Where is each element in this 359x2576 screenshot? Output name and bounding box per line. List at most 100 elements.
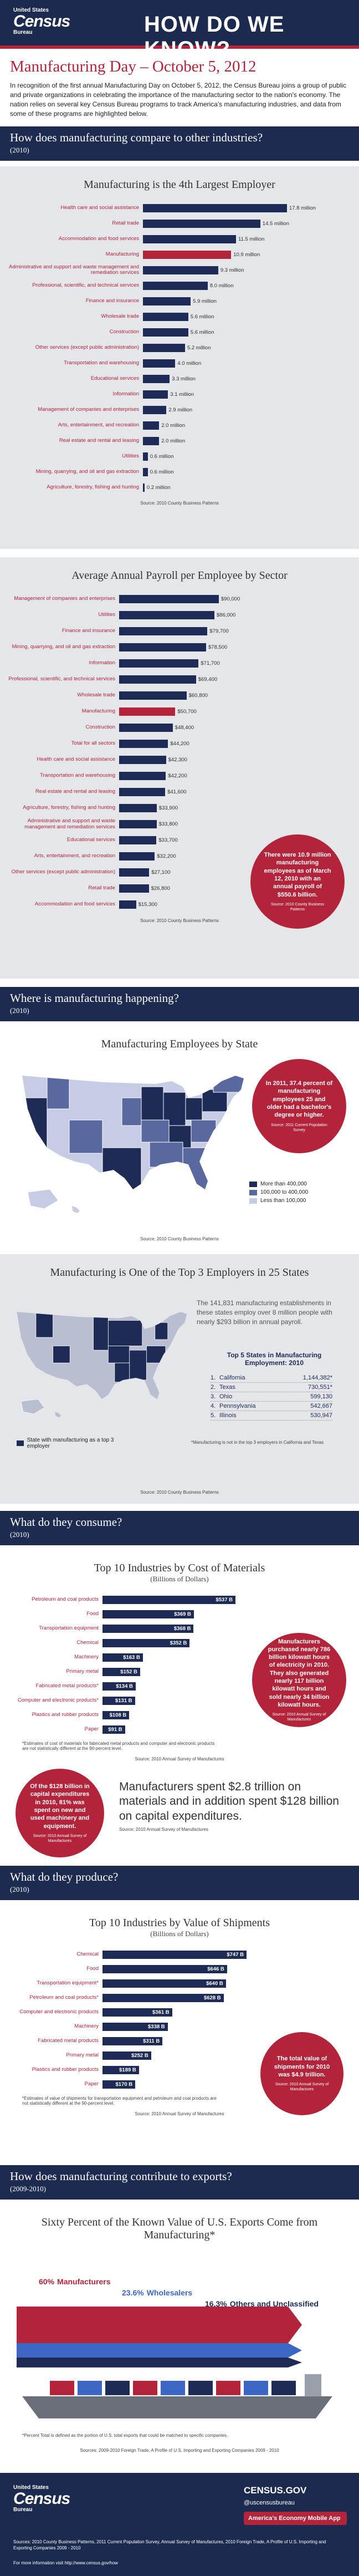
source: Source: 2010 County Business Patterns	[140, 1490, 219, 1495]
chart: Manufacturing is the 4th Largest Employe…	[0, 166, 359, 549]
value-label: 3.1 million	[170, 391, 194, 398]
bar	[143, 250, 232, 259]
bar-row: Agriculture, forestry, fishing and hunti…	[0, 480, 359, 495]
category-label: Construction	[85, 724, 115, 731]
container	[161, 2380, 185, 2395]
bar-row: Manufacturing 10.9 million	[0, 247, 359, 262]
state-value: 1,144,382*	[302, 1374, 332, 1381]
bar	[143, 297, 191, 306]
bar-row: Mining, quarrying, and oil and gas extra…	[0, 464, 359, 480]
callout: Manufacturers purchased nearly 786 billi…	[252, 1633, 346, 1727]
value-label: $646 B	[207, 1966, 224, 1972]
bar-row: Arts, entertainment, and recreation $32,2…	[0, 848, 359, 864]
bar-row: Professional, scientific, and technical …	[0, 278, 359, 293]
website[interactable]: CENSUS.GOV	[244, 2485, 307, 2496]
bar-row: Real estate and rental and leasing $41,60…	[0, 784, 359, 800]
bar: $134 B	[102, 1682, 136, 1691]
bar-row: Information 3.1 million	[0, 386, 359, 402]
state-value: 542,667	[310, 1403, 332, 1409]
category-label: Transportation equipment*	[37, 1979, 99, 1986]
ship-bridge	[305, 2374, 321, 2396]
bar-row: Health care and social assistance 17.8 mi…	[0, 200, 359, 216]
rank: 3.	[211, 1393, 216, 1400]
value-label: $26,800	[151, 885, 170, 892]
bar: $628 B	[102, 1993, 224, 2002]
category-label: Other services (except public administra…	[11, 869, 115, 875]
bar-row: Retail trade $26,800	[0, 880, 359, 897]
bar-row: Total for all sectors $44,200	[0, 736, 359, 752]
category-label: Fabricated metal products*	[35, 1682, 99, 1689]
category-label: Arts, entertainment, and recreation	[34, 853, 115, 859]
value-label: $352 B	[170, 1640, 187, 1646]
footer-link[interactable]: For more information visit http://www.ce…	[13, 2560, 118, 2565]
map	[17, 1312, 187, 1418]
table-row: 4. Pennsylvania 542,667	[211, 1402, 332, 1411]
bar-row: Petroleum and coal products $537 B	[0, 1592, 359, 1607]
value-label: $32,200	[157, 853, 176, 859]
footnote: *Manufacturing is not in the top 3 emplo…	[191, 1440, 324, 1445]
legend-item: Less than 100,000	[249, 1198, 308, 1204]
value-label: 17.8 million	[289, 205, 316, 211]
category-label: Computer and electronic products*	[17, 1697, 99, 1703]
section-period: (2010)	[10, 1530, 29, 1539]
social-handle[interactable]: @uscensusbureau	[244, 2499, 295, 2506]
header-title: HOW DO WE KNOW?	[144, 12, 285, 62]
bar: $352 B	[102, 1638, 190, 1647]
states	[17, 1312, 187, 1399]
legend-label: More than 400,000	[260, 1181, 307, 1187]
footer: United States Census Bureau CENSUS.GOV @…	[0, 2473, 359, 2576]
chart: Manufacturing is One of the Top 3 Employ…	[0, 1254, 359, 1504]
value-label: 60%	[39, 2277, 55, 2286]
bar	[119, 772, 166, 780]
bar-row: Mining, quarrying, and oil and gas extra…	[0, 639, 359, 655]
bar	[143, 421, 160, 430]
bar-row: Transportation and warehousing 4.0 millio…	[0, 355, 359, 371]
bar-row: Manufacturing $50,700	[0, 704, 359, 720]
bar	[119, 868, 150, 877]
bar-row: Administrative and support and waste man…	[0, 262, 359, 278]
value-label: $69,400	[198, 676, 218, 683]
bar: $646 B	[102, 1964, 227, 1973]
table-row: 2. Texas 730,551*	[211, 1383, 332, 1392]
category-label: Management of companies and enterprises	[14, 595, 115, 602]
value-label: $628 B	[203, 1994, 221, 2001]
bar	[143, 266, 218, 274]
callout-text: There were 10.9 million manufacturing em…	[264, 852, 331, 898]
bar: $640 B	[102, 1979, 226, 1988]
value-label: $361 B	[152, 2009, 170, 2015]
bar-row: Primary metal $152 B	[0, 1664, 359, 1679]
category-label: Transportation and warehousing	[40, 772, 115, 779]
bar: $152 B	[102, 1667, 140, 1676]
bar-row: Other services (except public administra…	[0, 864, 359, 880]
value-label: 5.6 million	[190, 313, 214, 320]
bar	[143, 467, 148, 476]
section-title: How does manufacturing contribute to exp…	[10, 2170, 232, 2183]
rank: 1.	[211, 1374, 216, 1381]
category-label: Professional, scientific, and technical …	[32, 282, 139, 288]
chart: Top 10 Industries by Value of Shipments(…	[0, 1905, 359, 2160]
bar	[143, 436, 160, 445]
chart-title: Average Annual Payroll per Employee by S…	[71, 569, 288, 582]
legend: State with manufacturing as a top 3 empl…	[17, 1437, 127, 1452]
category-label: Management of companies and enterprises	[38, 406, 139, 413]
category-label: Mining, quarrying, and oil and gas extra…	[35, 468, 139, 475]
footer-sources: Sources: 2010 County Business Patterns, …	[13, 2539, 326, 2550]
intro: In recognition of the first annual Manuf…	[10, 82, 347, 118]
bar-row: Utilities 0.6 million	[0, 449, 359, 464]
bar-row: Chemical $747 B	[0, 1947, 359, 1962]
bar	[119, 643, 206, 651]
bar-row: Management of companies and enterprises $…	[0, 591, 359, 607]
bar-row: Fabricated metal products $311 B	[0, 2034, 359, 2048]
bar: $311 B	[102, 2037, 163, 2045]
legend-swatch	[249, 1189, 257, 1195]
bar: $338 B	[102, 2022, 168, 2031]
app-badge[interactable]: America's Economy Mobile App	[244, 2512, 347, 2525]
band-label: 23.6% Wholesalers	[122, 2288, 192, 2297]
bar	[143, 359, 176, 368]
value-label: $369 B	[174, 1611, 191, 1617]
band-label: 16.3% Others and Unclassified	[205, 2299, 319, 2308]
summary-text: Manufacturers spent $2.8 trillion on mat…	[119, 1780, 339, 1822]
chart-subtitle: (Billions of Dollars)	[150, 1930, 209, 1938]
bar	[143, 483, 145, 492]
